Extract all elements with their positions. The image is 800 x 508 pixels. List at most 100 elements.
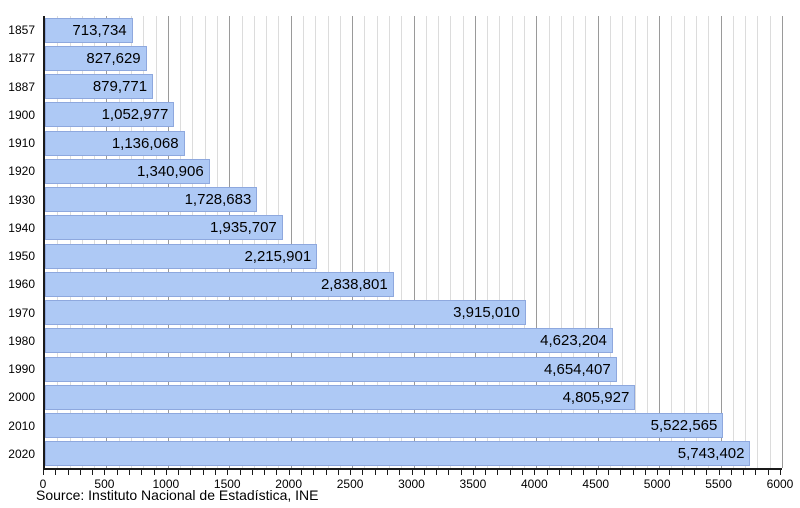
bar-value-label: 1,340,906 (136, 162, 204, 180)
gridline-major (352, 16, 354, 468)
x-axis-tick (767, 470, 769, 475)
y-axis-year-label: 1910 (8, 136, 35, 151)
bar: 827,629 (45, 45, 147, 71)
bar: 5,522,565 (45, 413, 724, 439)
y-axis-year-label: 1920 (8, 164, 35, 179)
bar-value-label: 1,136,068 (111, 134, 179, 152)
gridline-minor (143, 16, 145, 468)
x-axis-tick (92, 470, 94, 475)
bar: 1,136,068 (45, 130, 185, 156)
gridline-minor (499, 16, 501, 468)
x-axis-tick (251, 470, 253, 475)
gridline-major (536, 16, 538, 468)
x-axis-tick (313, 470, 315, 475)
x-axis-tick (534, 470, 536, 475)
y-axis-year-label: 1877 (8, 51, 35, 66)
x-axis-tick (411, 470, 413, 475)
gridline-minor (438, 16, 440, 468)
y-axis-year-label: 1970 (8, 305, 35, 320)
gridline-minor (241, 16, 243, 468)
y-axis-year-label: 1990 (8, 362, 35, 377)
x-axis-tick (755, 470, 757, 475)
y-axis-year-label: 1940 (8, 220, 35, 235)
gridline-minor (634, 16, 636, 468)
bar: 713,734 (45, 17, 133, 43)
x-axis-tick (681, 470, 683, 475)
x-axis-tick-label: 3500 (459, 477, 487, 491)
x-axis-tick (620, 470, 622, 475)
bar-row: 1980 4,623,204 (8, 327, 782, 355)
bar-value-label: 1,935,707 (210, 219, 277, 237)
x-axis-tick (165, 470, 167, 475)
bar: 1,935,707 (45, 215, 283, 241)
x-axis-tick (227, 470, 229, 475)
x-axis-tick (67, 470, 69, 475)
bar: 1,340,906 (45, 158, 210, 184)
x-axis-tick-label: 4500 (582, 477, 610, 491)
x-axis-tick (43, 470, 44, 475)
gridline-minor (769, 16, 771, 468)
gridline-major (413, 16, 415, 468)
x-axis-tick (288, 470, 290, 475)
bar-value-label: 4,623,204 (540, 332, 607, 350)
bar-row: 1877 827,629 (8, 44, 782, 72)
bar: 4,623,204 (45, 328, 613, 354)
bar: 4,805,927 (45, 384, 636, 410)
gridline-minor (339, 16, 341, 468)
gridline-minor (708, 16, 710, 468)
x-axis-tick (644, 470, 646, 475)
bar-row: 1970 3,915,010 (8, 299, 782, 327)
bar: 1,728,683 (45, 187, 258, 213)
y-axis-year-label: 2020 (8, 446, 35, 461)
y-axis-year-label: 1857 (8, 23, 35, 38)
gridline-minor (130, 16, 132, 468)
bar-value-label: 1,052,977 (101, 106, 169, 124)
gridline-minor (560, 16, 562, 468)
gridline-major (782, 16, 783, 468)
bar: 3,915,010 (45, 300, 526, 326)
gridline-minor (118, 16, 120, 468)
gridline-minor (376, 16, 378, 468)
x-axis-tick (558, 470, 560, 475)
bar-row: 2000 4,805,927 (8, 383, 782, 411)
x-axis-tick (190, 470, 192, 475)
gridline-major (659, 16, 661, 468)
x-axis-tick (669, 470, 671, 475)
x-axis-tick (448, 470, 450, 475)
x-axis-tick-label: 3000 (398, 477, 425, 491)
x-axis-tick-label: 2000 (275, 477, 303, 491)
x-axis-tick (632, 470, 634, 475)
x-axis-tick (178, 470, 180, 475)
gridline-minor (585, 16, 587, 468)
bar-row: 1950 2,215,901 (8, 242, 782, 270)
x-axis-tick (694, 470, 696, 475)
y-axis-year-label: 1980 (8, 333, 35, 348)
gridline-major (597, 16, 599, 468)
gridline-minor (511, 16, 513, 468)
x-axis-tick (608, 470, 610, 475)
gridline-minor (81, 16, 83, 468)
bar-row: 1920 1,340,906 (8, 157, 782, 185)
gridline-minor (155, 16, 157, 468)
y-axis-year-label: 1950 (8, 249, 35, 264)
x-axis-tick-label: 5500 (705, 477, 732, 491)
gridline-minor (57, 16, 59, 468)
bars-layer: 1857 713,734 1877 827,629 1887 879,771 1900 1,0… (8, 16, 782, 468)
gridline-minor (610, 16, 612, 468)
bar-row: 2020 5,743,402 (8, 440, 782, 468)
x-axis-tick (595, 470, 597, 475)
gridline-major (167, 16, 169, 468)
bar-row: 1990 4,654,407 (8, 355, 782, 383)
bar: 5,743,402 (45, 441, 751, 467)
gridline-minor (573, 16, 575, 468)
bar-value-label: 713,734 (72, 21, 127, 39)
x-axis-tick (350, 470, 352, 475)
gridline-minor (216, 16, 218, 468)
bar-row: 1900 1,052,977 (8, 101, 782, 129)
bar-row: 1940 1,935,707 (8, 214, 782, 242)
bar-value-label: 827,629 (86, 49, 141, 67)
x-axis-tick (153, 470, 155, 475)
gridline-minor (327, 16, 329, 468)
x-axis-tick (276, 470, 278, 475)
bar-row: 1887 879,771 (8, 73, 782, 101)
